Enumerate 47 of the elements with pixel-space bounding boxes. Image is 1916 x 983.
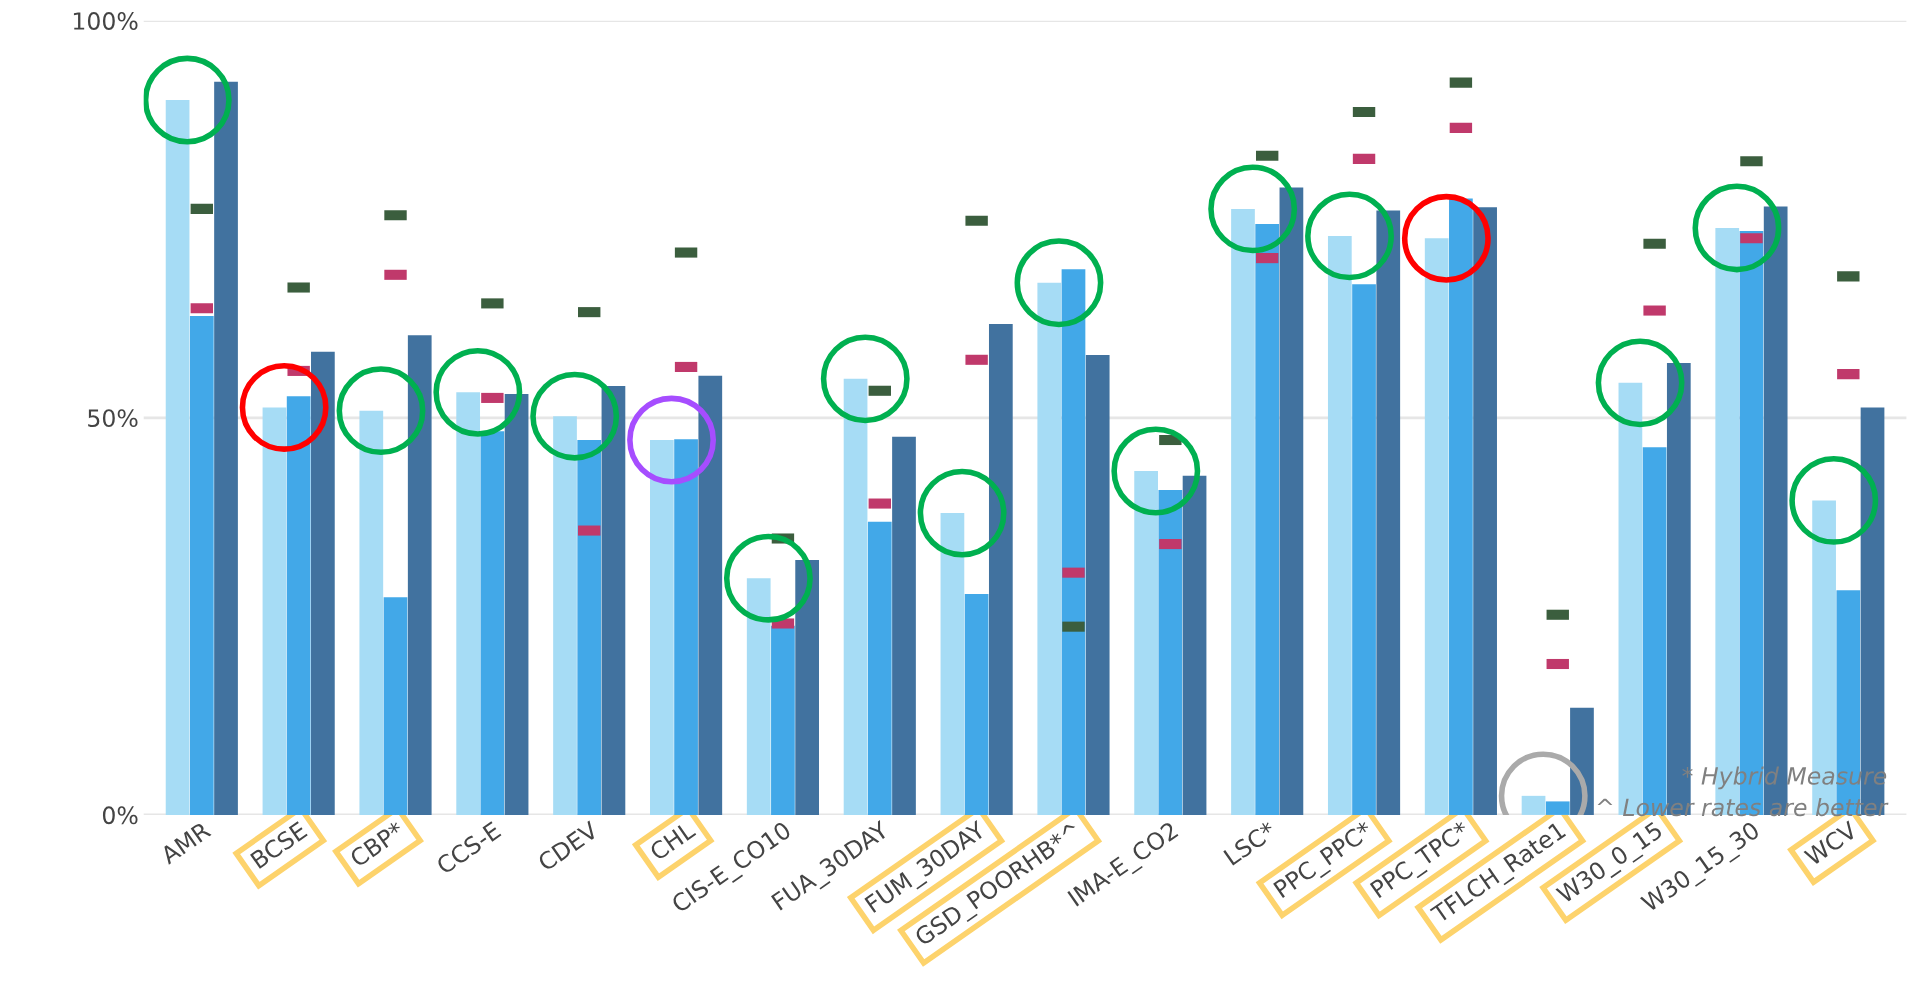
bar (746, 578, 771, 815)
bar (795, 559, 820, 815)
bar (1085, 355, 1110, 815)
bar (286, 396, 311, 815)
bar (892, 436, 916, 815)
bar (311, 351, 335, 815)
bar (456, 392, 481, 815)
bar (1231, 208, 1255, 815)
bar (1521, 795, 1546, 815)
y-tick-label: 0% (102, 806, 138, 825)
bar (867, 521, 892, 815)
y-tick-label: 100% (73, 12, 138, 30)
bar (1424, 238, 1449, 815)
bar (1061, 269, 1086, 815)
bar (1134, 470, 1158, 815)
bar (601, 386, 626, 815)
bar (1182, 475, 1207, 815)
bar (1158, 490, 1183, 815)
bar (407, 335, 432, 815)
bar (214, 81, 238, 815)
bar (504, 393, 529, 815)
bar (1327, 235, 1352, 815)
bar (964, 594, 989, 815)
bar (843, 378, 868, 815)
bar (1449, 198, 1473, 815)
bar (480, 431, 505, 815)
bar (650, 440, 674, 815)
bar (674, 439, 698, 815)
bar (988, 324, 1013, 815)
bar (165, 100, 190, 815)
bar (1279, 187, 1304, 815)
bar (359, 410, 384, 815)
bar (1255, 223, 1280, 815)
bar (940, 513, 965, 815)
bar (1376, 210, 1401, 815)
bar (383, 597, 408, 815)
bar (553, 416, 577, 815)
bar (189, 316, 214, 815)
bar (1037, 282, 1062, 815)
bar (1352, 284, 1376, 815)
y-tick-label: 50% (88, 409, 138, 428)
bar (698, 375, 723, 815)
bar (1545, 801, 1570, 815)
bar (577, 440, 602, 815)
bar (262, 407, 287, 815)
bar (1473, 207, 1497, 815)
bar (771, 625, 795, 815)
